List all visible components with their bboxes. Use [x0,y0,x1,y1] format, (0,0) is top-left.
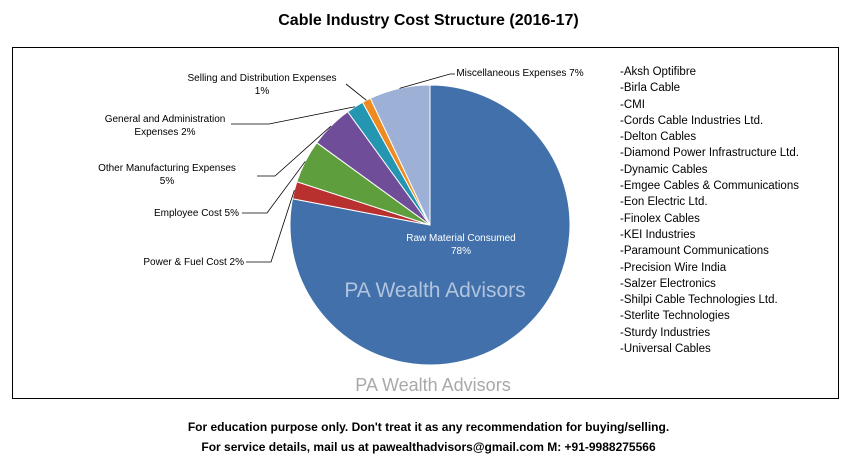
legend-item: -Cords Cable Industries Ltd. [620,114,764,127]
slice-label-7: Miscellaneous Expenses 7% [456,68,583,79]
leader-lines [231,73,455,263]
legend-item: -Dynamic Cables [620,163,708,176]
legend-item: -Sterlite Technologies [620,310,730,323]
legend-item: -Universal Cables [620,343,711,356]
slice-label-3: Employee Cost 5% [154,208,239,219]
pie-slice-7 [369,84,431,226]
slice-label-6: Selling and Distribution Expenses 1% [188,73,337,97]
legend-item: -Salzer Electronics [620,277,716,290]
slice-labels: Raw Material Consumed 78% Power & Fuel Cos… [98,68,584,268]
chart-title: Cable Industry Cost Structure (2016-17) [278,12,579,29]
pie-slices [289,84,571,366]
legend-item: -CMI [620,98,645,111]
legend-item: -Paramount Communications [620,245,769,258]
legend-item: -Aksh Optifibre [620,66,697,78]
leader-line-2 [246,190,295,263]
chart-area: Raw Material Consumed 78% Power & Fuel Cos… [12,47,839,399]
footer-contact: For service details, mail us at pawealth… [201,440,656,454]
slice-label-2: Power & Fuel Cost 2% [143,257,244,268]
legend-item: -Emgee Cables & Communications [620,180,799,193]
legend-item: -Eon Electric Ltd. [620,196,708,209]
legend: -Aksh Optifibre -Birla Cable -CMI -Cords Ca… [620,64,799,357]
footer-disclaimer: For education purpose only. Don't treat … [187,420,670,434]
legend-item: -Finolex Cables [620,212,700,225]
slice-label-4: Other Manufacturing Expenses 5% [98,163,236,187]
leader-line-6 [345,83,367,101]
legend-item: -Sturdy Industries [620,326,711,339]
leader-line-4 [257,125,332,177]
pie-chart: Raw Material Consumed 78% Power & Fuel Cos… [98,68,584,395]
leader-line-3 [242,161,306,214]
slice-label-5: General and Administration Expenses 2% [105,114,226,138]
leader-line-5 [231,106,356,125]
leader-line-7 [399,73,455,89]
legend-item: -Diamond Power Infrastructure Ltd. [620,147,799,160]
legend-item: -Precision Wire India [620,261,727,274]
legend-item: -KEI Industries [620,228,696,241]
legend-item: -Delton Cables [620,131,697,144]
watermark-inside: PA Wealth Advisors [344,279,525,302]
watermark-bottom: PA Wealth Advisors [355,375,510,395]
legend-item: -Shilpi Cable Technologies Ltd. [620,294,778,307]
legend-item: -Birla Cable [620,82,681,95]
slice-label-1: Raw Material Consumed 78% [406,233,516,257]
